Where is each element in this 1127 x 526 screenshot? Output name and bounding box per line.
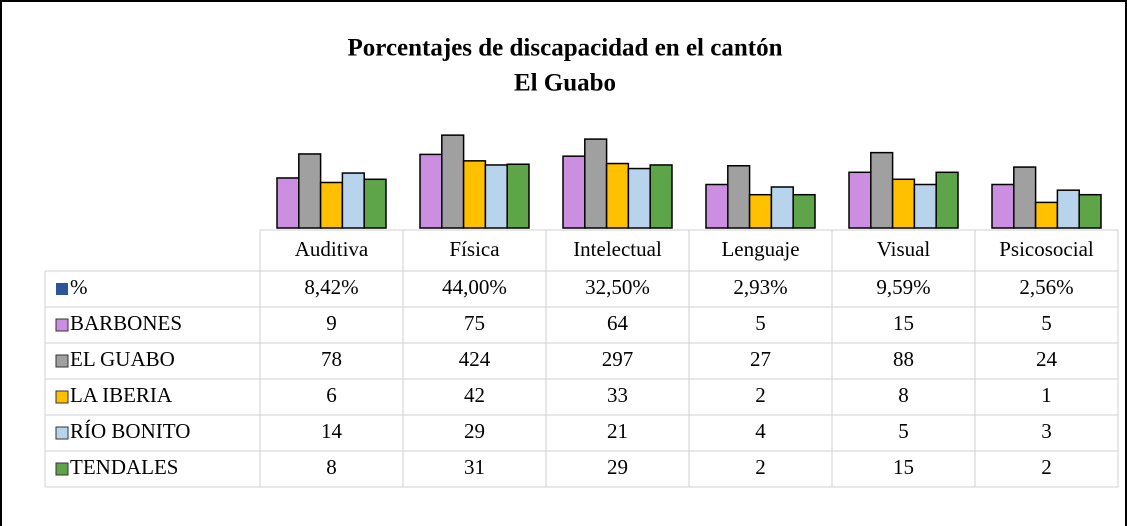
bar: [913, 183, 937, 229]
table-cell: 9: [326, 311, 337, 335]
table-cell: 9,59%: [876, 275, 930, 299]
table-cell: 88: [893, 347, 914, 371]
table-cell: 2: [755, 455, 766, 479]
bar: [319, 181, 344, 229]
bar: [991, 183, 1015, 229]
bar: [605, 162, 630, 229]
bar: [419, 153, 443, 229]
bar: [562, 155, 586, 229]
legend-label: RÍO BONITO: [70, 419, 190, 443]
bar: [1056, 189, 1080, 229]
bar: [705, 183, 729, 229]
table-cell: 21: [607, 419, 628, 443]
legend-swatch: [55, 390, 69, 404]
legend-label: EL GUABO: [70, 347, 175, 371]
chart-title: Porcentajes de discapacidad en el cantón: [348, 35, 783, 62]
table-cell: 2,93%: [733, 275, 787, 299]
legend-swatch: [55, 426, 69, 440]
table-cell: 297: [602, 347, 634, 371]
table-cell: 33: [607, 383, 628, 407]
chart-title: El Guabo: [514, 70, 616, 97]
bar: [727, 165, 751, 229]
bar: [441, 134, 465, 229]
bar: [770, 186, 794, 229]
table-cell: 2,56%: [1019, 275, 1073, 299]
legend-label: %: [70, 275, 88, 299]
table-cell: 64: [607, 311, 629, 335]
table-cell: 78: [321, 347, 342, 371]
table-cell: 24: [1036, 347, 1058, 371]
legend-label: BARBONES: [70, 311, 182, 335]
table-cell: 6: [326, 383, 337, 407]
bar: [341, 172, 365, 229]
table-cell: 4: [755, 419, 766, 443]
bar: [506, 163, 530, 229]
bar: [276, 177, 300, 229]
bar: [363, 178, 387, 229]
x-tick-label: Auditiva: [295, 237, 369, 261]
legend-swatch: [55, 462, 69, 476]
bar: [1078, 193, 1102, 229]
x-tick-label: Física: [449, 237, 500, 261]
legend-swatch: [56, 283, 68, 295]
bar: [1013, 166, 1037, 229]
table-cell: 42: [464, 383, 485, 407]
table-cell: 424: [459, 347, 491, 371]
table-cell: 29: [464, 419, 485, 443]
legend-label: TENDALES: [70, 455, 179, 479]
bar: [298, 153, 322, 229]
table-cell: 15: [893, 311, 914, 335]
bar: [935, 171, 959, 229]
x-tick-label: Psicosocial: [999, 237, 1094, 261]
x-tick-label: Intelectual: [573, 237, 662, 261]
x-tick-label: Visual: [877, 237, 931, 261]
table-cell: 5: [898, 419, 909, 443]
table-cell: 29: [607, 455, 628, 479]
table-cell: 44,00%: [442, 275, 507, 299]
bar: [891, 178, 916, 229]
table-cell: 8: [326, 455, 337, 479]
bar: [484, 164, 508, 229]
table-cell: 5: [1041, 311, 1052, 335]
bar: [1034, 201, 1059, 229]
bar: [848, 171, 872, 229]
table-cell: 8: [898, 383, 909, 407]
table-cell: 3: [1041, 419, 1052, 443]
table-cell: 5: [755, 311, 766, 335]
bar: [649, 164, 673, 229]
table-cell: 2: [1041, 455, 1052, 479]
table-cell: 1: [1041, 383, 1052, 407]
table-cell: 15: [893, 455, 914, 479]
x-tick-label: Lenguaje: [721, 237, 799, 261]
bar: [792, 193, 816, 229]
legend-swatch: [55, 354, 69, 368]
table-cell: 2: [755, 383, 766, 407]
table-cell: 27: [750, 347, 771, 371]
bar: [870, 151, 894, 229]
table-cell: 8,42%: [304, 275, 358, 299]
table-cell: 32,50%: [585, 275, 650, 299]
table-cell: 31: [464, 455, 485, 479]
bar: [462, 160, 487, 229]
legend-swatch: [55, 318, 69, 332]
bar: [748, 193, 773, 229]
table-cell: 75: [464, 311, 485, 335]
bar: [627, 167, 651, 229]
bar: [584, 138, 608, 229]
table-cell: 14: [321, 419, 343, 443]
legend-label: LA IBERIA: [70, 383, 173, 407]
